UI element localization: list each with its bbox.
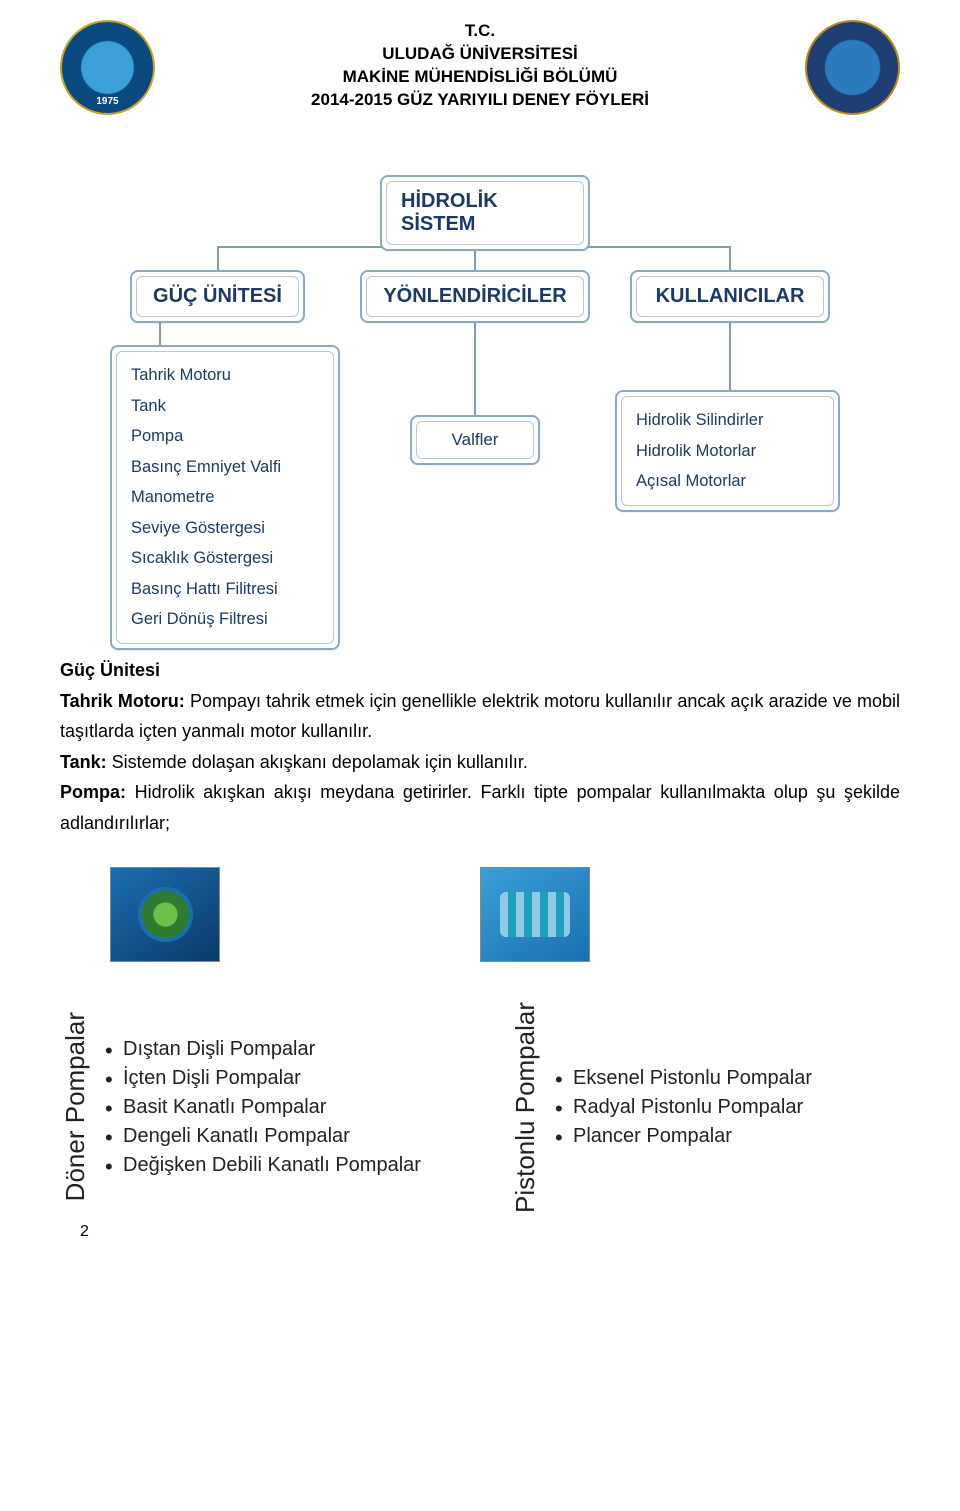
term-tahrik-motoru: Tahrik Motoru: [60,691,185,711]
pump-images-row [60,867,900,962]
list-item: Hidrolik Silindirler [636,405,763,436]
list-item: Açısal Motorlar [636,466,763,497]
header-line-3: MAKİNE MÜHENDİSLİĞİ BÖLÜMÜ [155,66,805,89]
valves-label: Valfler [452,430,499,450]
page: T.C. ULUDAĞ ÜNİVERSİTESİ MAKİNE MÜHENDİS… [0,0,960,1253]
paragraph-pompa: Pompa: Hidrolik akışkan akışı meydana ge… [60,777,900,838]
body-text: Güç Ünitesi Tahrik Motoru: Pompayı tahri… [60,655,900,839]
rotary-pumps-list: Dıştan Dişli Pompalarİçten Dişli Pompala… [105,1035,421,1180]
chart-root-label: HİDROLİK SİSTEM [401,190,569,236]
header-line-4: 2014-2015 GÜZ YARIYILI DENEY FÖYLERİ [155,89,805,112]
text-tahrik-motoru: Pompayı tahrik etmek için genellikle ele… [60,691,900,742]
chart-branch-users: KULLANICILAR [630,270,830,323]
list-item: Manometre [131,482,281,513]
header-line-2: ULUDAĞ ÜNİVERSİTESİ [155,43,805,66]
list-item: Dıştan Dişli Pompalar [105,1035,421,1064]
list-item: Tahrik Motoru [131,360,281,391]
rotary-pumps-title: Döner Pompalar [60,1012,91,1201]
piston-pumps-column: Pistonlu Pompalar Eksenel Pistonlu Pompa… [510,1002,900,1213]
list-item: Geri Dönüş Filtresi [131,604,281,635]
piston-pumps-list: Eksenel Pistonlu PompalarRadyal Pistonlu… [555,1064,812,1151]
power-unit-list: Tahrik MotoruTankPompaBasınç Emniyet Val… [131,360,281,635]
list-item: İçten Dişli Pompalar [105,1064,421,1093]
hydraulic-system-chart: HİDROLİK SİSTEM GÜÇ ÜNİTESİ YÖNLENDİRİCİ… [60,175,900,615]
list-item: Basit Kanatlı Pompalar [105,1093,421,1122]
chart-branch-label-0: GÜÇ ÜNİTESİ [153,285,282,308]
rotary-pumps-column: Döner Pompalar Dıştan Dişli Pompalarİçte… [60,1002,450,1213]
university-logo-left [60,20,155,115]
list-item: Pompa [131,421,281,452]
faculty-logo-right [805,20,900,115]
list-item: Dengeli Kanatlı Pompalar [105,1122,421,1151]
users-list: Hidrolik SilindirlerHidrolik MotorlarAçı… [636,405,763,497]
chart-branch-label-2: KULLANICILAR [656,285,805,308]
chart-branch-label-1: YÖNLENDİRİCİLER [383,285,566,308]
chart-leaf-users-items: Hidrolik SilindirlerHidrolik MotorlarAçı… [615,390,840,512]
list-item: Basınç Emniyet Valfi [131,452,281,483]
chart-branch-directors: YÖNLENDİRİCİLER [360,270,590,323]
text-tank: Sistemde dolaşan akışkanı depolamak için… [107,752,528,772]
paragraph-tank: Tank: Sistemde dolaşan akışkanı depolama… [60,747,900,778]
list-item: Tank [131,391,281,422]
list-item: Basınç Hattı Filitresi [131,574,281,605]
chart-leaf-valves: Valfler [410,415,540,465]
list-item: Eksenel Pistonlu Pompalar [555,1064,812,1093]
piston-pump-image [480,867,590,962]
chart-branch-power-unit: GÜÇ ÜNİTESİ [130,270,305,323]
list-item: Radyal Pistonlu Pompalar [555,1093,812,1122]
page-number: 2 [80,1223,89,1241]
header-line-1: T.C. [155,20,805,43]
list-item: Sıcaklık Göstergesi [131,543,281,574]
chart-leaf-power-unit-items: Tahrik MotoruTankPompaBasınç Emniyet Val… [110,345,340,650]
term-tank: Tank: [60,752,107,772]
page-header: T.C. ULUDAĞ ÜNİVERSİTESİ MAKİNE MÜHENDİS… [60,20,900,115]
list-item: Hidrolik Motorlar [636,436,763,467]
list-item: Plancer Pompalar [555,1122,812,1151]
pump-category-columns: Döner Pompalar Dıştan Dişli Pompalarİçte… [60,1002,900,1213]
paragraph-tahrik-motoru: Tahrik Motoru: Pompayı tahrik etmek için… [60,686,900,747]
list-item: Değişken Debili Kanatlı Pompalar [105,1151,421,1180]
chart-root-node: HİDROLİK SİSTEM [380,175,590,251]
term-pompa: Pompa: [60,782,126,802]
section-title: Güç Ünitesi [60,655,900,686]
gear-pump-image [110,867,220,962]
text-pompa: Hidrolik akışkan akışı meydana getirirle… [60,782,900,833]
list-item: Seviye Göstergesi [131,513,281,544]
header-text-block: T.C. ULUDAĞ ÜNİVERSİTESİ MAKİNE MÜHENDİS… [155,20,805,112]
piston-pumps-title: Pistonlu Pompalar [510,1002,541,1213]
